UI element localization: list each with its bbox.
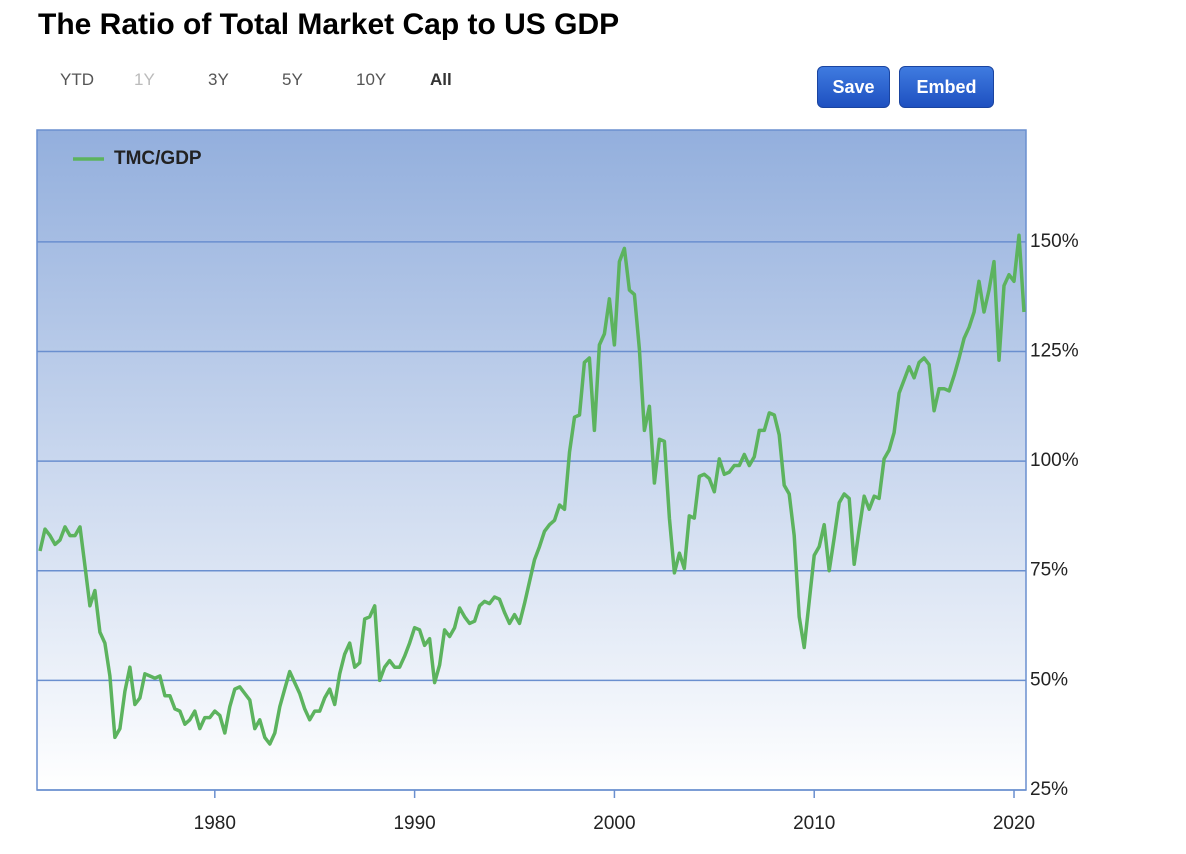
y-tick-label: 150% [1030,231,1079,252]
range-selector: YTD 1Y 3Y 5Y 10Y All [60,70,504,90]
range-button[interactable]: 10Y [356,70,387,89]
range-button[interactable]: 3Y [208,70,229,89]
range-button[interactable]: YTD [60,70,94,89]
range-button[interactable]: 1Y [134,70,155,89]
range-button[interactable]: All [430,70,452,89]
y-tick-label: 75% [1030,560,1068,581]
y-tick-label: 25% [1030,779,1068,800]
plot-area [36,129,1027,791]
y-tick-label: 125% [1030,340,1079,361]
page-title: The Ratio of Total Market Cap to US GDP [38,8,620,41]
embed-button[interactable]: Embed [899,66,994,108]
x-tick-label: 2000 [593,813,635,834]
x-tick-label: 2020 [993,813,1035,834]
range-button[interactable]: 5Y [282,70,303,89]
y-tick-label: 50% [1030,669,1068,690]
x-tick-label: 2010 [793,813,835,834]
data-line [38,233,1026,746]
legend-label: TMC/GDP [114,148,202,169]
save-button[interactable]: Save [817,66,890,108]
y-tick-label: 100% [1030,450,1079,471]
x-tick-label: 1980 [194,813,236,834]
x-tick-label: 1990 [393,813,435,834]
